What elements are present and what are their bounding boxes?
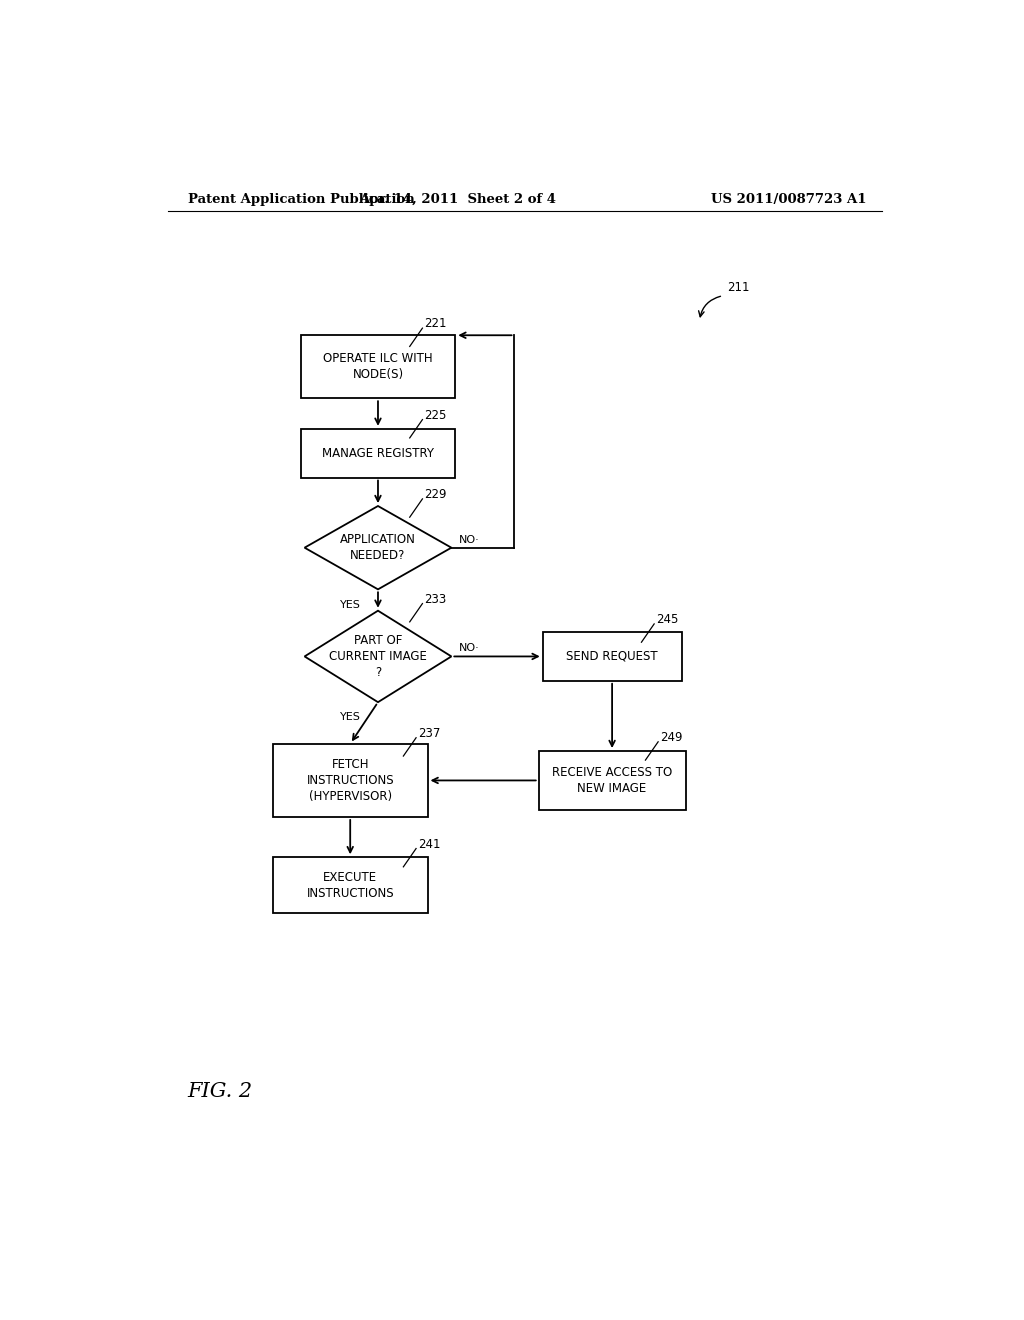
Text: YES: YES (340, 713, 360, 722)
Text: 233: 233 (424, 593, 446, 606)
Text: OPERATE ILC WITH
NODE(S): OPERATE ILC WITH NODE(S) (324, 352, 433, 381)
Text: US 2011/0087723 A1: US 2011/0087723 A1 (711, 193, 866, 206)
Bar (272, 744, 428, 817)
Bar (301, 429, 456, 478)
Text: RECEIVE ACCESS TO
NEW IMAGE: RECEIVE ACCESS TO NEW IMAGE (552, 766, 672, 795)
Text: NO·: NO· (460, 643, 480, 653)
Text: 241: 241 (418, 838, 440, 850)
Text: MANAGE REGISTRY: MANAGE REGISTRY (322, 446, 434, 459)
Text: EXECUTE
INSTRUCTIONS: EXECUTE INSTRUCTIONS (306, 871, 394, 900)
Text: 237: 237 (418, 727, 440, 739)
Text: YES: YES (340, 599, 360, 610)
Text: NO·: NO· (460, 535, 480, 545)
Text: 221: 221 (424, 317, 446, 330)
Bar (539, 751, 685, 810)
Polygon shape (304, 506, 452, 589)
Bar (301, 335, 456, 399)
Text: Apr. 14, 2011  Sheet 2 of 4: Apr. 14, 2011 Sheet 2 of 4 (358, 193, 556, 206)
Text: Patent Application Publication: Patent Application Publication (187, 193, 415, 206)
Text: APPLICATION
NEEDED?: APPLICATION NEEDED? (340, 533, 416, 562)
Text: 245: 245 (655, 612, 678, 626)
Bar (272, 857, 428, 913)
Text: FIG. 2: FIG. 2 (187, 1082, 253, 1101)
Text: SEND REQUEST: SEND REQUEST (566, 649, 657, 663)
Text: 229: 229 (424, 488, 446, 500)
Text: 225: 225 (424, 409, 446, 421)
Text: 211: 211 (727, 281, 750, 293)
Bar (543, 632, 682, 681)
Text: FETCH
INSTRUCTIONS
(HYPERVISOR): FETCH INSTRUCTIONS (HYPERVISOR) (306, 758, 394, 803)
Text: PART OF
CURRENT IMAGE
?: PART OF CURRENT IMAGE ? (329, 634, 427, 678)
Polygon shape (304, 611, 452, 702)
Text: 249: 249 (659, 731, 682, 744)
